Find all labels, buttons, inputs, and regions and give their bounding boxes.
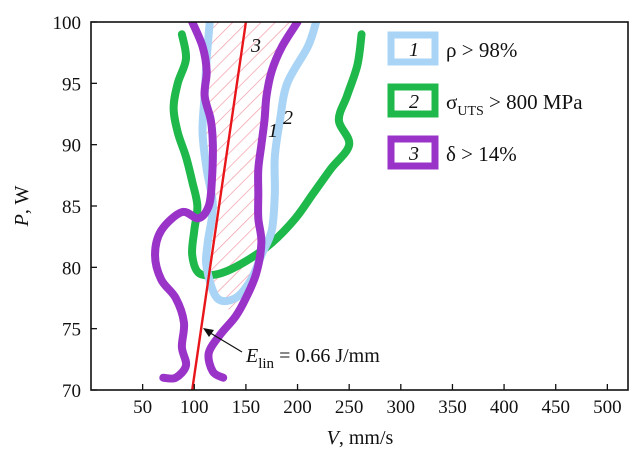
x-tick-label: 400 xyxy=(490,397,519,418)
series-curve-3 xyxy=(204,22,302,382)
x-tick-label: 450 xyxy=(541,397,570,418)
energy-line xyxy=(191,22,248,390)
y-tick-label: 85 xyxy=(62,197,81,218)
legend-label-2-sub: UTS xyxy=(457,104,483,119)
curve-label-1: 1 xyxy=(268,120,278,142)
legend-num-2: 2 xyxy=(409,91,419,113)
annotation-text: Elin = 0.66 J/mm xyxy=(245,345,380,372)
legend-label-2: σUTS > 800 MPa xyxy=(446,90,583,119)
annotation-arrow xyxy=(206,330,243,353)
series-curve-1 xyxy=(198,22,321,306)
y-tick-label: 75 xyxy=(62,320,81,341)
annotation-rest: = 0.66 J/mm xyxy=(274,345,380,367)
plot-frame xyxy=(90,21,629,391)
x-tick-label: 300 xyxy=(387,397,416,418)
y-axis-title-main: P xyxy=(11,214,33,227)
legend-num-3: 3 xyxy=(408,143,419,165)
legend-label-2-rest: > 800 MPa xyxy=(484,90,583,114)
x-axis-title: V, mm/s xyxy=(327,427,394,449)
curve-label-3: 3 xyxy=(250,35,261,57)
energy-annotation: Elin = 0.66 J/mm xyxy=(203,328,380,372)
y-tick-label: 95 xyxy=(62,74,81,95)
x-tick-label: 50 xyxy=(133,397,152,418)
legend-label-1: ρ > 98% xyxy=(446,38,517,62)
series-curve-3 xyxy=(151,22,217,383)
y-axis-title: P, W xyxy=(11,186,33,228)
x-tick-label: 250 xyxy=(335,397,364,418)
x-tick-label: 100 xyxy=(180,397,209,418)
y-tick-label: 100 xyxy=(53,13,82,34)
y-tick-label: 70 xyxy=(62,381,81,402)
legend-swatch-3 xyxy=(387,135,439,170)
y-tick-label: 90 xyxy=(62,136,81,157)
legend-swatch-1 xyxy=(387,31,439,66)
x-axis-title-main: V xyxy=(327,427,342,449)
curve-label-2: 2 xyxy=(283,107,293,129)
annotation-sub: lin xyxy=(258,356,274,372)
x-tick-label: 150 xyxy=(232,397,261,418)
x-tick-label: 200 xyxy=(283,397,312,418)
legend-swatch-2 xyxy=(387,83,439,118)
legend-label-3: δ > 14% xyxy=(446,142,517,166)
legend: 1 ρ > 98% 2 σUTS > 800 MPa 3 δ > 14% xyxy=(387,31,583,170)
x-axis-title-unit: , mm/s xyxy=(339,427,394,449)
annotation-arrowhead xyxy=(203,328,214,337)
y-tick-label: 80 xyxy=(62,258,81,279)
x-tick-label: 500 xyxy=(593,397,622,418)
y-axis-title-unit: , W xyxy=(11,186,33,215)
x-tick-label: 350 xyxy=(438,397,467,418)
legend-num-1: 1 xyxy=(409,39,419,61)
legend-label-2-main: σ xyxy=(446,90,457,114)
annotation-main: E xyxy=(245,345,258,367)
hatched-region xyxy=(202,22,298,317)
